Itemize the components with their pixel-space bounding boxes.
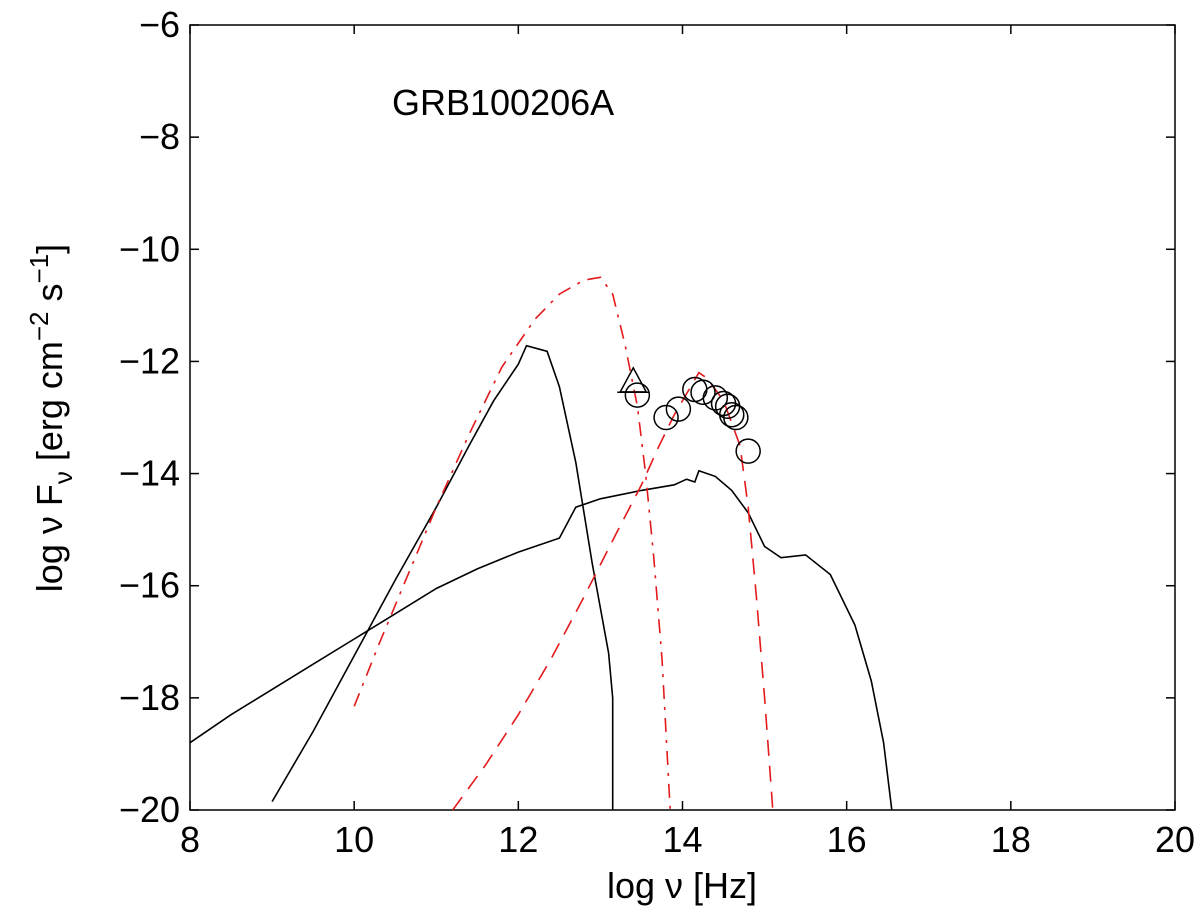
data-point-circle: [665, 396, 692, 422]
series-dashdot-red: [353, 276, 671, 811]
y-tick-label: −18: [119, 677, 180, 718]
y-tick-label: −12: [119, 340, 180, 381]
y-tick-labels: −20 −18 −16 −14 −12 −10 −8 −6: [119, 4, 180, 830]
data-point-circle: [653, 404, 679, 431]
data-point-circle: [735, 438, 761, 464]
data-point-circle: [719, 401, 745, 428]
y-tick-label: −20: [119, 789, 180, 830]
y-axis-label: log ν Fν [erg cm−2 s−1]: [24, 244, 78, 592]
series-solid-b: [189, 469, 893, 811]
y-tick-label: −10: [119, 228, 180, 269]
x-tick-label: 16: [827, 819, 867, 860]
x-tick-label: 20: [1155, 819, 1195, 860]
series-solid-a: [271, 344, 614, 810]
x-tick-label: 12: [498, 819, 538, 860]
data-markers: [617, 366, 761, 464]
series-dashed-red: [452, 371, 774, 811]
x-tick-label: 14: [662, 819, 702, 860]
chart-title: GRB100206A: [392, 82, 614, 123]
data-point-circle: [624, 382, 651, 408]
data-point-circle: [702, 385, 729, 411]
x-tick-label: 10: [334, 819, 374, 860]
plot-area: [189, 24, 1176, 811]
y-tick-label: −8: [139, 116, 180, 157]
model-curves: [189, 276, 893, 811]
x-axis-label: log ν [Hz]: [607, 865, 757, 906]
x-tick-labels: 8 10 12 14 16 18 20: [180, 819, 1195, 860]
x-tick-label: 18: [991, 819, 1031, 860]
y-tick-label: −14: [119, 453, 180, 494]
axis-ticks: [189, 24, 1176, 811]
x-tick-label: 8: [180, 819, 200, 860]
data-point-circle: [690, 379, 716, 406]
y-tick-label: −6: [139, 4, 180, 45]
data-point-circle: [723, 404, 749, 431]
y-tick-label: −16: [119, 565, 180, 606]
